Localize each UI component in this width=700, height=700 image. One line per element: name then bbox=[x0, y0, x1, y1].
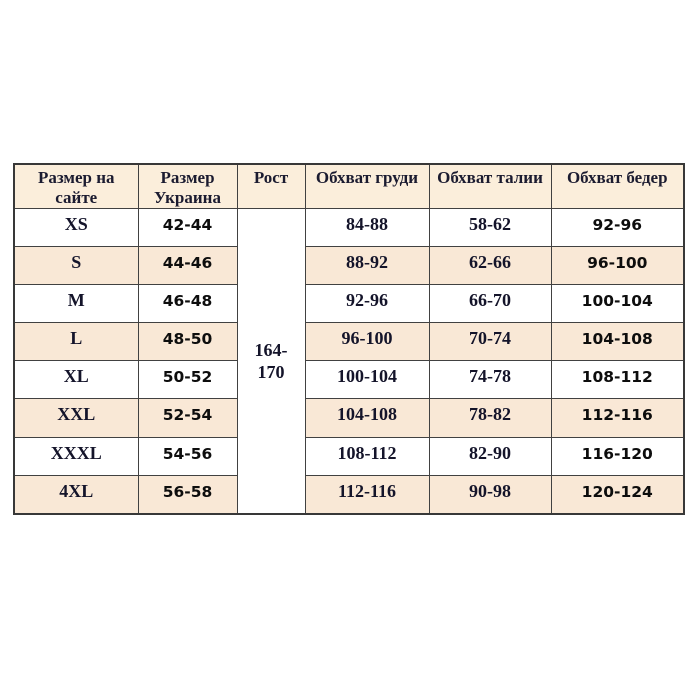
table-body: XS 42-44 164- 170 84-88 58-62 92-96 S 44… bbox=[13, 208, 685, 515]
column-header-site-size: Размер на сайте bbox=[13, 163, 139, 210]
cell-hips: 120-124 bbox=[550, 474, 685, 515]
table-row-xs: XS 42-44 164- 170 84-88 58-62 92-96 bbox=[13, 208, 685, 515]
table-row-4xl: 4XL 56-58 112-116 90-98 120-124 bbox=[13, 474, 685, 515]
cell-waist: 70-74 bbox=[428, 322, 552, 362]
cell-ukraine-size: 52-54 bbox=[137, 398, 238, 438]
cell-hips: 96-100 bbox=[550, 246, 685, 286]
cell-waist: 78-82 bbox=[428, 398, 552, 438]
cell-waist: 58-62 bbox=[428, 208, 552, 248]
cell-ukraine-size: 42-44 bbox=[137, 208, 238, 248]
cell-site-size: 4XL bbox=[13, 474, 139, 515]
cell-hips: 92-96 bbox=[550, 208, 685, 248]
cell-chest: 96-100 bbox=[304, 322, 430, 362]
cell-ukraine-size: 50-52 bbox=[137, 360, 238, 400]
cell-hips: 104-108 bbox=[550, 322, 685, 362]
column-header-height: Рост bbox=[236, 163, 306, 210]
table-row-m: M 46-48 92-96 66-70 100-104 bbox=[13, 284, 685, 324]
table-row-s: S 44-46 88-92 62-66 96-100 bbox=[13, 246, 685, 286]
cell-ukraine-size: 56-58 bbox=[137, 474, 238, 515]
table-header: Размер на сайте Размер Украина Рост Обхв… bbox=[13, 163, 685, 210]
cell-chest: 88-92 bbox=[304, 246, 430, 286]
cell-site-size: M bbox=[13, 284, 139, 324]
table-row-l: L 48-50 96-100 70-74 104-108 bbox=[13, 322, 685, 362]
cell-hips: 112-116 bbox=[550, 398, 685, 438]
cell-chest: 100-104 bbox=[304, 360, 430, 400]
cell-ukraine-size: 44-46 bbox=[137, 246, 238, 286]
cell-site-size: L bbox=[13, 322, 139, 362]
cell-ukraine-size: 54-56 bbox=[137, 436, 238, 476]
cell-site-size: XS bbox=[13, 208, 139, 248]
cell-waist: 90-98 bbox=[428, 474, 552, 515]
cell-chest: 108-112 bbox=[304, 436, 430, 476]
cell-hips: 116-120 bbox=[550, 436, 685, 476]
column-header-hips: Обхват бедер bbox=[550, 163, 685, 210]
cell-waist: 82-90 bbox=[428, 436, 552, 476]
column-header-waist: Обхват талии bbox=[428, 163, 552, 210]
cell-waist: 74-78 bbox=[428, 360, 552, 400]
cell-height-merged: 164- 170 bbox=[236, 208, 306, 515]
cell-chest: 84-88 bbox=[304, 208, 430, 248]
size-chart-table: Размер на сайте Размер Украина Рост Обхв… bbox=[13, 163, 685, 515]
cell-chest: 92-96 bbox=[304, 284, 430, 324]
cell-hips: 100-104 bbox=[550, 284, 685, 324]
column-header-ukraine-size: Размер Украина bbox=[137, 163, 238, 210]
table-row-xxxl: XXXL 54-56 108-112 82-90 116-120 bbox=[13, 436, 685, 476]
cell-ukraine-size: 46-48 bbox=[137, 284, 238, 324]
cell-waist: 66-70 bbox=[428, 284, 552, 324]
cell-chest: 104-108 bbox=[304, 398, 430, 438]
cell-site-size: S bbox=[13, 246, 139, 286]
table-row-xl: XL 50-52 100-104 74-78 108-112 bbox=[13, 360, 685, 400]
cell-chest: 112-116 bbox=[304, 474, 430, 515]
cell-waist: 62-66 bbox=[428, 246, 552, 286]
cell-ukraine-size: 48-50 bbox=[137, 322, 238, 362]
table-row-xxl: XXL 52-54 104-108 78-82 112-116 bbox=[13, 398, 685, 438]
cell-site-size: XL bbox=[13, 360, 139, 400]
cell-site-size: XXXL bbox=[13, 436, 139, 476]
cell-hips: 108-112 bbox=[550, 360, 685, 400]
column-header-chest: Обхват груди bbox=[304, 163, 430, 210]
header-row: Размер на сайте Размер Украина Рост Обхв… bbox=[13, 163, 685, 210]
cell-site-size: XXL bbox=[13, 398, 139, 438]
